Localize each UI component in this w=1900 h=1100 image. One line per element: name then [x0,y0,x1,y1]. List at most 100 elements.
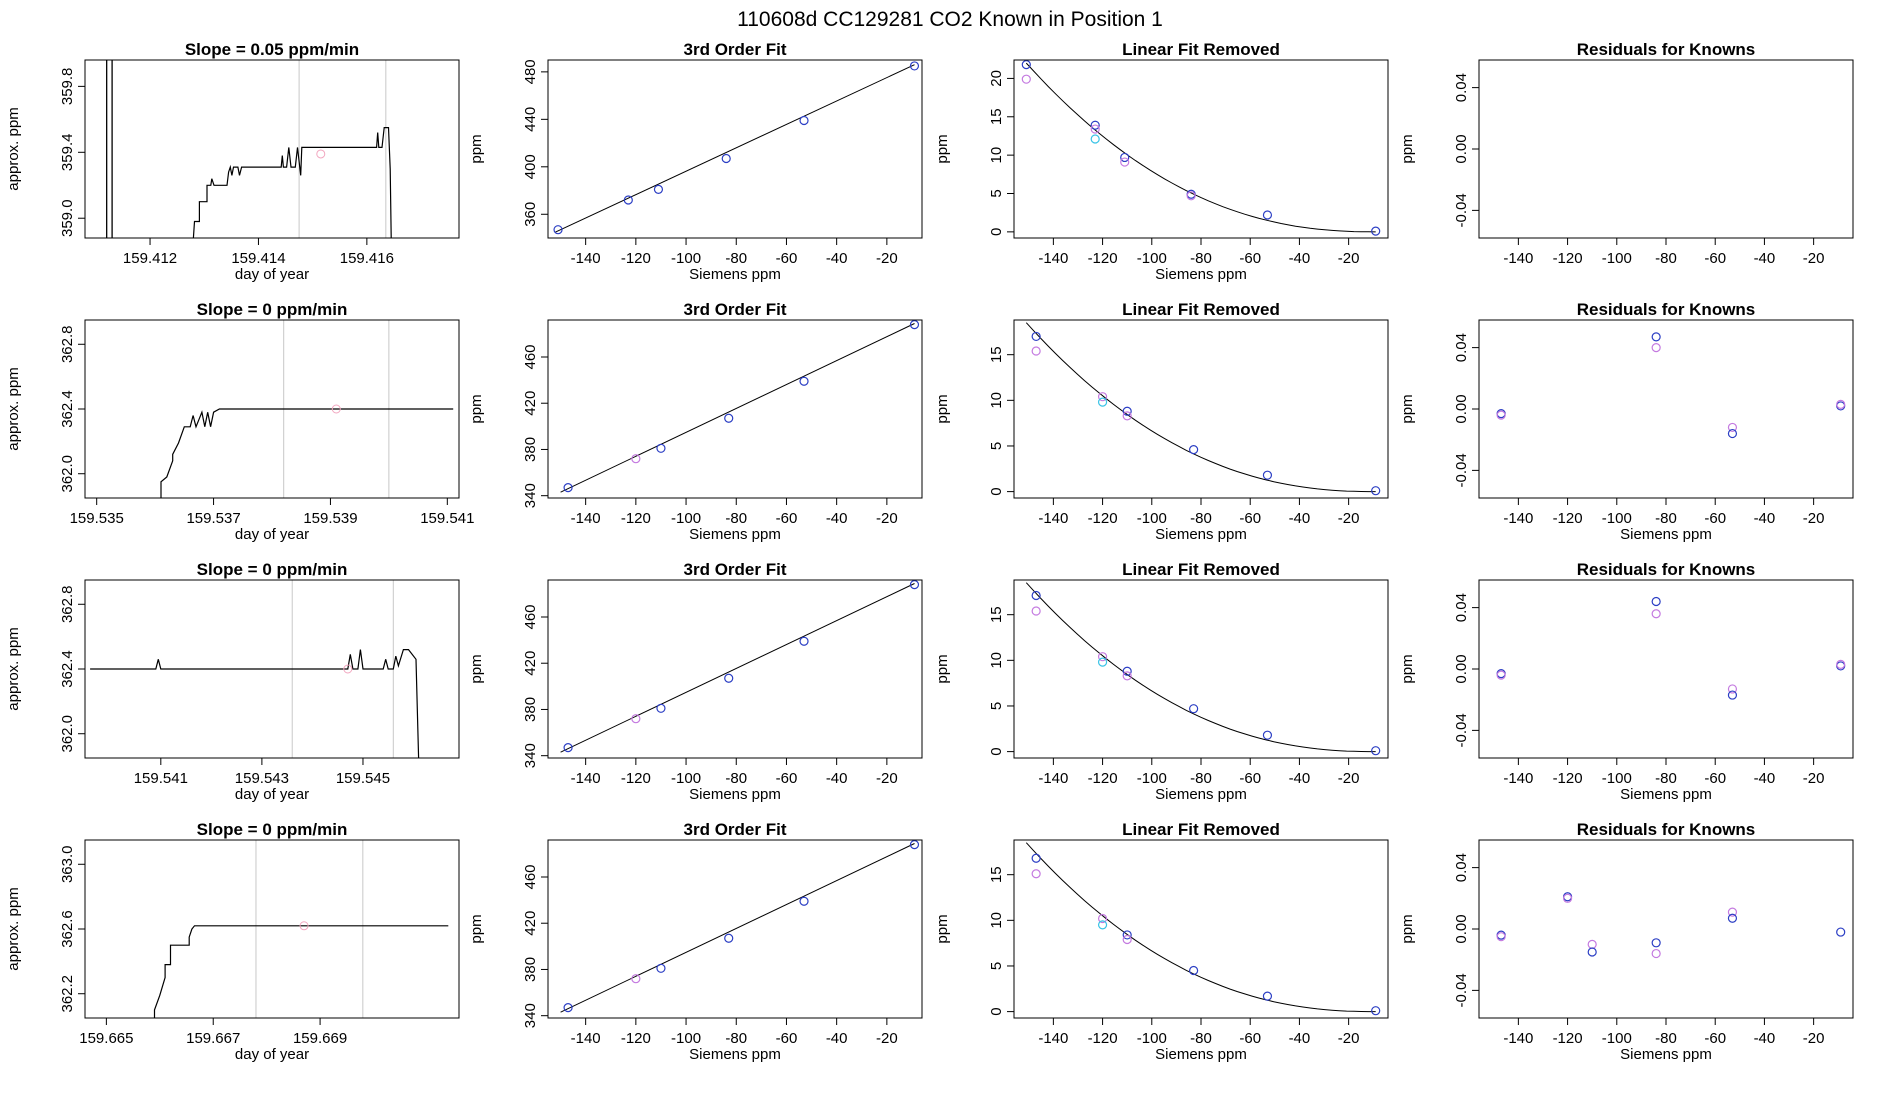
data-point [1021,74,1031,84]
y-tick-label: 362.8 [59,585,76,623]
x-tick-label: -80 [725,250,747,267]
y-axis-label: ppm [1399,914,1416,943]
x-axis-label: Siemens ppm [1155,526,1247,543]
data-point [656,963,666,973]
x-tick-label: -140 [571,770,601,787]
y-axis-label: ppm [934,914,951,943]
data-point [1836,659,1846,669]
data-point [909,61,920,71]
data-point [1496,670,1506,680]
panel-title: 3rd Order Fit [684,300,787,319]
x-tick-label: -100 [671,250,701,267]
data-point [1727,907,1738,917]
data-point [1371,746,1381,756]
x-tick-label: -60 [1704,510,1726,527]
x-axis-label: day of year [235,526,309,543]
data-point [1727,428,1738,439]
data-point [1371,1006,1381,1016]
plot-frame [84,319,460,499]
data-point [721,153,731,164]
x-tick-label: -20 [1803,510,1825,527]
y-tick-label: 359.8 [59,68,76,106]
y-axis-label: ppm [1399,394,1416,423]
panel-title: 3rd Order Fit [684,820,787,839]
x-tick-label: -80 [1190,770,1212,787]
data-point [1122,411,1132,421]
plot-frame [1013,59,1389,239]
x-tick-label: -20 [1338,770,1360,787]
x-tick-label: 159.669 [293,1030,347,1047]
data-point [1727,913,1738,923]
x-tick-label: -60 [1239,510,1261,527]
data-point [1097,657,1108,667]
y-tick-label: 20 [988,70,1005,87]
data-point [1021,60,1031,70]
panel-2-4: Residuals for Knowns -140 -120 -100 -80 -60 -4… [1399,300,1854,543]
data-point [1371,226,1381,236]
y-tick-label: 0.00 [1453,654,1470,683]
fit-curve [1025,582,1376,753]
panel-3-4: Residuals for Knowns -140 -120 -100 -80 -60 -4… [1399,560,1854,803]
x-tick-label: -80 [1190,510,1212,527]
data-point [1727,422,1738,433]
y-tick-label: 0 [988,1007,1005,1015]
y-tick-label: 10 [988,652,1005,669]
y-tick-label: 5 [988,442,1005,450]
y-tick-label: 362.0 [59,455,76,493]
panel-3-3: Linear Fit Removed -140 -120 -100 -80 -60 -40 -… [934,560,1389,803]
x-tick-label: -120 [621,250,651,267]
x-tick-label: -140 [1038,1030,1068,1047]
data-point [1262,470,1273,480]
x-axis-label: Siemens ppm [1620,786,1712,803]
data-point [1651,948,1661,959]
y-tick-label: -0.04 [1453,973,1470,1007]
y-axis-label: ppm [934,654,951,683]
data-point [1189,965,1199,976]
x-axis-label: Siemens ppm [689,266,781,283]
y-tick-label: 0.04 [1453,333,1470,362]
x-axis-label: Siemens ppm [689,1046,781,1063]
data-point [1727,684,1738,694]
y-tick-label: 480 [522,59,539,84]
concentration-series-line [160,408,454,498]
panel-1-4: Residuals for Knowns -140 -120 -100 -80 -60 -4… [1399,40,1854,267]
x-tick-label: -120 [621,510,651,527]
y-axis-label: ppm [934,134,951,163]
panel-2-1: Slope = 0 ppm/min 159.535 159.537 159.539 15… [5,300,474,543]
data-point [1097,397,1108,407]
y-axis-label: approx. ppm [5,107,22,190]
data-point [1122,930,1132,940]
data-point [1031,346,1041,356]
data-point [1090,134,1100,144]
data-point [1189,445,1199,455]
y-tick-label: 0 [988,228,1005,236]
x-tick-label: -20 [876,1030,898,1047]
x-tick-label: -120 [1553,250,1583,267]
data-point [1090,124,1100,134]
data-point [631,714,641,724]
mean-marker-point [316,149,326,159]
x-tick-label: -20 [1803,1030,1825,1047]
x-tick-label: 159.537 [186,510,240,527]
panel-title: Slope = 0 ppm/min [197,300,348,319]
y-tick-label: 380 [522,957,539,982]
panel-title: Linear Fit Removed [1122,820,1280,839]
x-axis-label: Siemens ppm [689,786,781,803]
x-tick-label: -40 [1289,1030,1311,1047]
y-tick-label: 460 [522,604,539,629]
concentration-series-line [90,648,420,758]
x-axis-label: day of year [235,1046,309,1063]
data-point [1262,210,1273,220]
y-tick-label: 0.00 [1453,394,1470,423]
data-point [1371,486,1381,496]
y-tick-label: -0.04 [1453,713,1470,747]
y-tick-label: 362.6 [59,910,76,948]
x-tick-label: 159.541 [420,510,474,527]
x-tick-label: -140 [571,1030,601,1047]
x-tick-label: -80 [1655,250,1677,267]
panel-2-2: 3rd Order Fit -140 -120 -100 -80 -60 -40 -20 340… [468,300,923,543]
y-tick-label: 380 [522,697,539,722]
plot-frame [547,839,923,1019]
panel-title: 3rd Order Fit [684,40,787,59]
data-point [1031,853,1041,863]
